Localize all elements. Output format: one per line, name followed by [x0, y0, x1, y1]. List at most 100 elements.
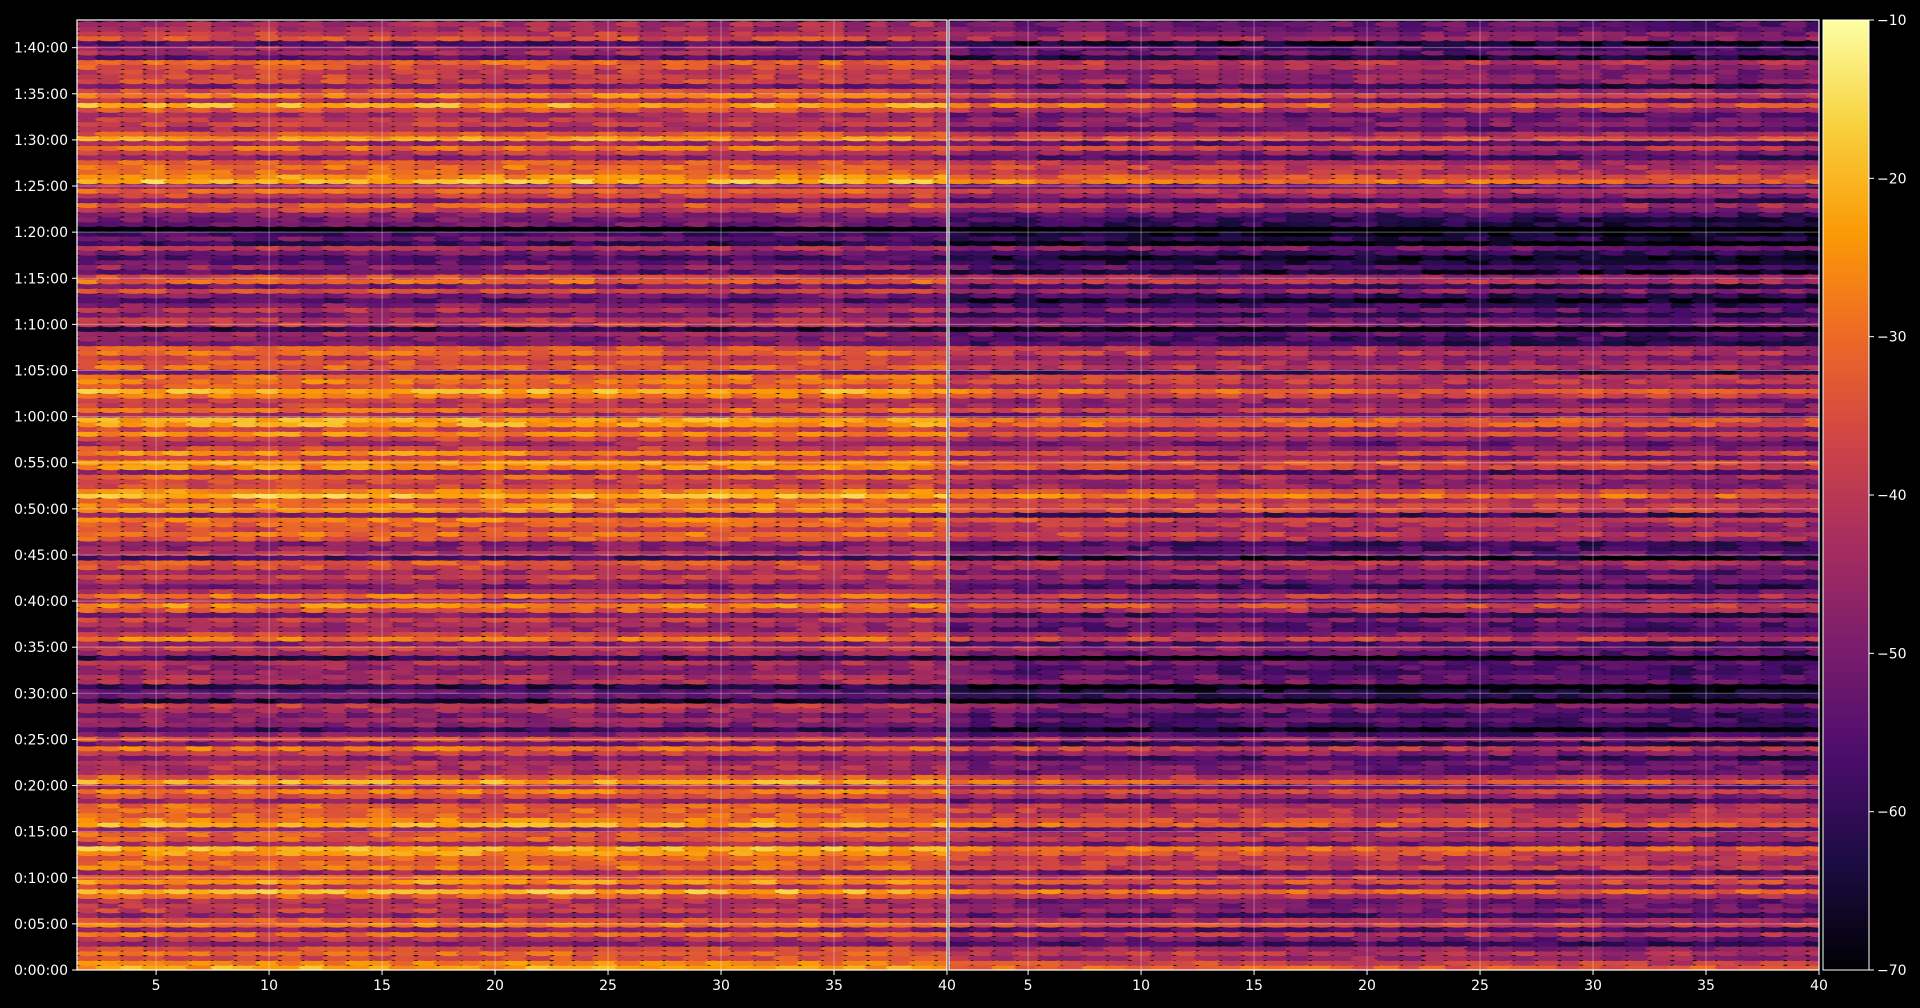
heatmap-cell	[839, 907, 874, 914]
heatmap-cell	[77, 893, 105, 900]
heatmap-cell	[706, 778, 736, 785]
heatmap-cell	[931, 874, 947, 881]
heatmap-cell	[661, 845, 690, 852]
heatmap-cell	[662, 802, 689, 809]
heatmap-cell	[548, 864, 578, 871]
heatmap-cell	[118, 612, 149, 618]
heatmap-cell	[276, 678, 307, 685]
heatmap-cell	[862, 702, 897, 709]
heatmap-cell	[888, 807, 915, 814]
heatmap-cell	[459, 764, 486, 771]
heatmap-cell	[323, 754, 351, 761]
heatmap-cell	[819, 821, 849, 828]
heatmap-cell	[458, 821, 487, 828]
heatmap-cell	[613, 716, 648, 723]
heatmap-cell	[571, 793, 600, 800]
heatmap-cell	[616, 912, 646, 919]
heatmap-cell	[503, 664, 532, 671]
heatmap-cell	[865, 626, 893, 633]
heatmap-cell	[323, 907, 351, 914]
heatmap-cell	[886, 816, 917, 823]
heatmap-cell	[504, 759, 532, 766]
heatmap-cell	[704, 821, 738, 828]
heatmap-cell	[300, 797, 328, 804]
heatmap-cell	[434, 750, 466, 757]
heatmap-cell	[343, 893, 376, 900]
heatmap-cell	[480, 955, 510, 962]
heatmap-cell	[434, 645, 466, 652]
heatmap-cell	[502, 778, 533, 785]
heatmap-cell	[933, 869, 947, 876]
heatmap-cell	[592, 607, 624, 614]
heatmap-cell	[933, 907, 947, 914]
heatmap-cell	[549, 640, 576, 647]
heatmap-cell	[252, 874, 287, 881]
heatmap-cell	[683, 874, 714, 881]
heatmap-cell	[593, 864, 623, 871]
heatmap-cell	[931, 940, 947, 947]
heatmap-cell	[907, 931, 941, 938]
heatmap-cell	[523, 759, 557, 766]
heatmap-cell	[885, 926, 919, 933]
heatmap-cell	[775, 750, 802, 757]
heatmap-cell	[683, 816, 714, 823]
heatmap-cell	[907, 936, 942, 942]
heatmap-cell	[255, 669, 284, 676]
heatmap-cell	[773, 897, 804, 904]
heatmap-cell	[863, 616, 895, 623]
heatmap-cell	[414, 726, 441, 733]
heatmap-cell	[97, 831, 125, 838]
heatmap-cell	[842, 712, 871, 719]
heatmap-cell	[255, 859, 283, 866]
heatmap-cell	[255, 940, 283, 947]
heatmap-cell	[278, 831, 305, 838]
heatmap-cell	[208, 850, 240, 857]
heatmap-cell	[637, 859, 669, 866]
heatmap-cell	[571, 950, 599, 957]
heatmap-cell	[750, 659, 782, 666]
heatmap-cell	[842, 783, 871, 790]
heatmap-cell	[820, 874, 848, 881]
heatmap-cell	[660, 759, 692, 766]
heatmap-cell	[547, 650, 579, 657]
heatmap-cell	[728, 959, 759, 966]
heatmap-cell	[389, 607, 420, 614]
heatmap-cell	[120, 616, 147, 623]
heatmap-cell	[139, 774, 173, 780]
heatmap-cell	[661, 669, 690, 676]
heatmap-cell	[142, 640, 171, 647]
heatmap-cell	[95, 664, 126, 671]
heatmap-cell	[704, 797, 738, 804]
heatmap-cell	[163, 774, 195, 780]
heatmap-cell	[661, 664, 691, 671]
heatmap-cell	[368, 769, 396, 776]
heatmap-cell	[255, 793, 283, 800]
heatmap-cell	[164, 635, 193, 642]
heatmap-cell	[435, 759, 464, 766]
heatmap-cell	[887, 850, 916, 857]
heatmap-cell	[864, 831, 894, 838]
heatmap-cell	[433, 650, 467, 657]
heatmap-cell	[616, 883, 646, 890]
heatmap-cell	[479, 731, 512, 738]
heatmap-cell	[660, 807, 691, 814]
heatmap-cell	[526, 931, 554, 938]
heatmap-cell	[727, 616, 760, 623]
heatmap-cell	[187, 712, 215, 719]
heatmap-cell	[549, 907, 577, 914]
heatmap-cell	[501, 907, 535, 914]
heatmap-cell	[843, 912, 870, 919]
heatmap-cell	[885, 936, 918, 942]
heatmap-cell	[794, 731, 828, 738]
heatmap-cell	[97, 697, 125, 704]
heatmap-cell	[841, 926, 873, 933]
heatmap-cell	[526, 878, 555, 885]
heatmap-cell	[613, 855, 648, 861]
heatmap-cell	[888, 616, 915, 623]
heatmap-cell	[252, 912, 286, 919]
heatmap-cell	[729, 693, 758, 699]
heatmap-cell	[232, 774, 261, 780]
heatmap-cell	[594, 812, 622, 819]
heatmap-cell	[436, 716, 464, 723]
heatmap-cell	[116, 840, 151, 847]
